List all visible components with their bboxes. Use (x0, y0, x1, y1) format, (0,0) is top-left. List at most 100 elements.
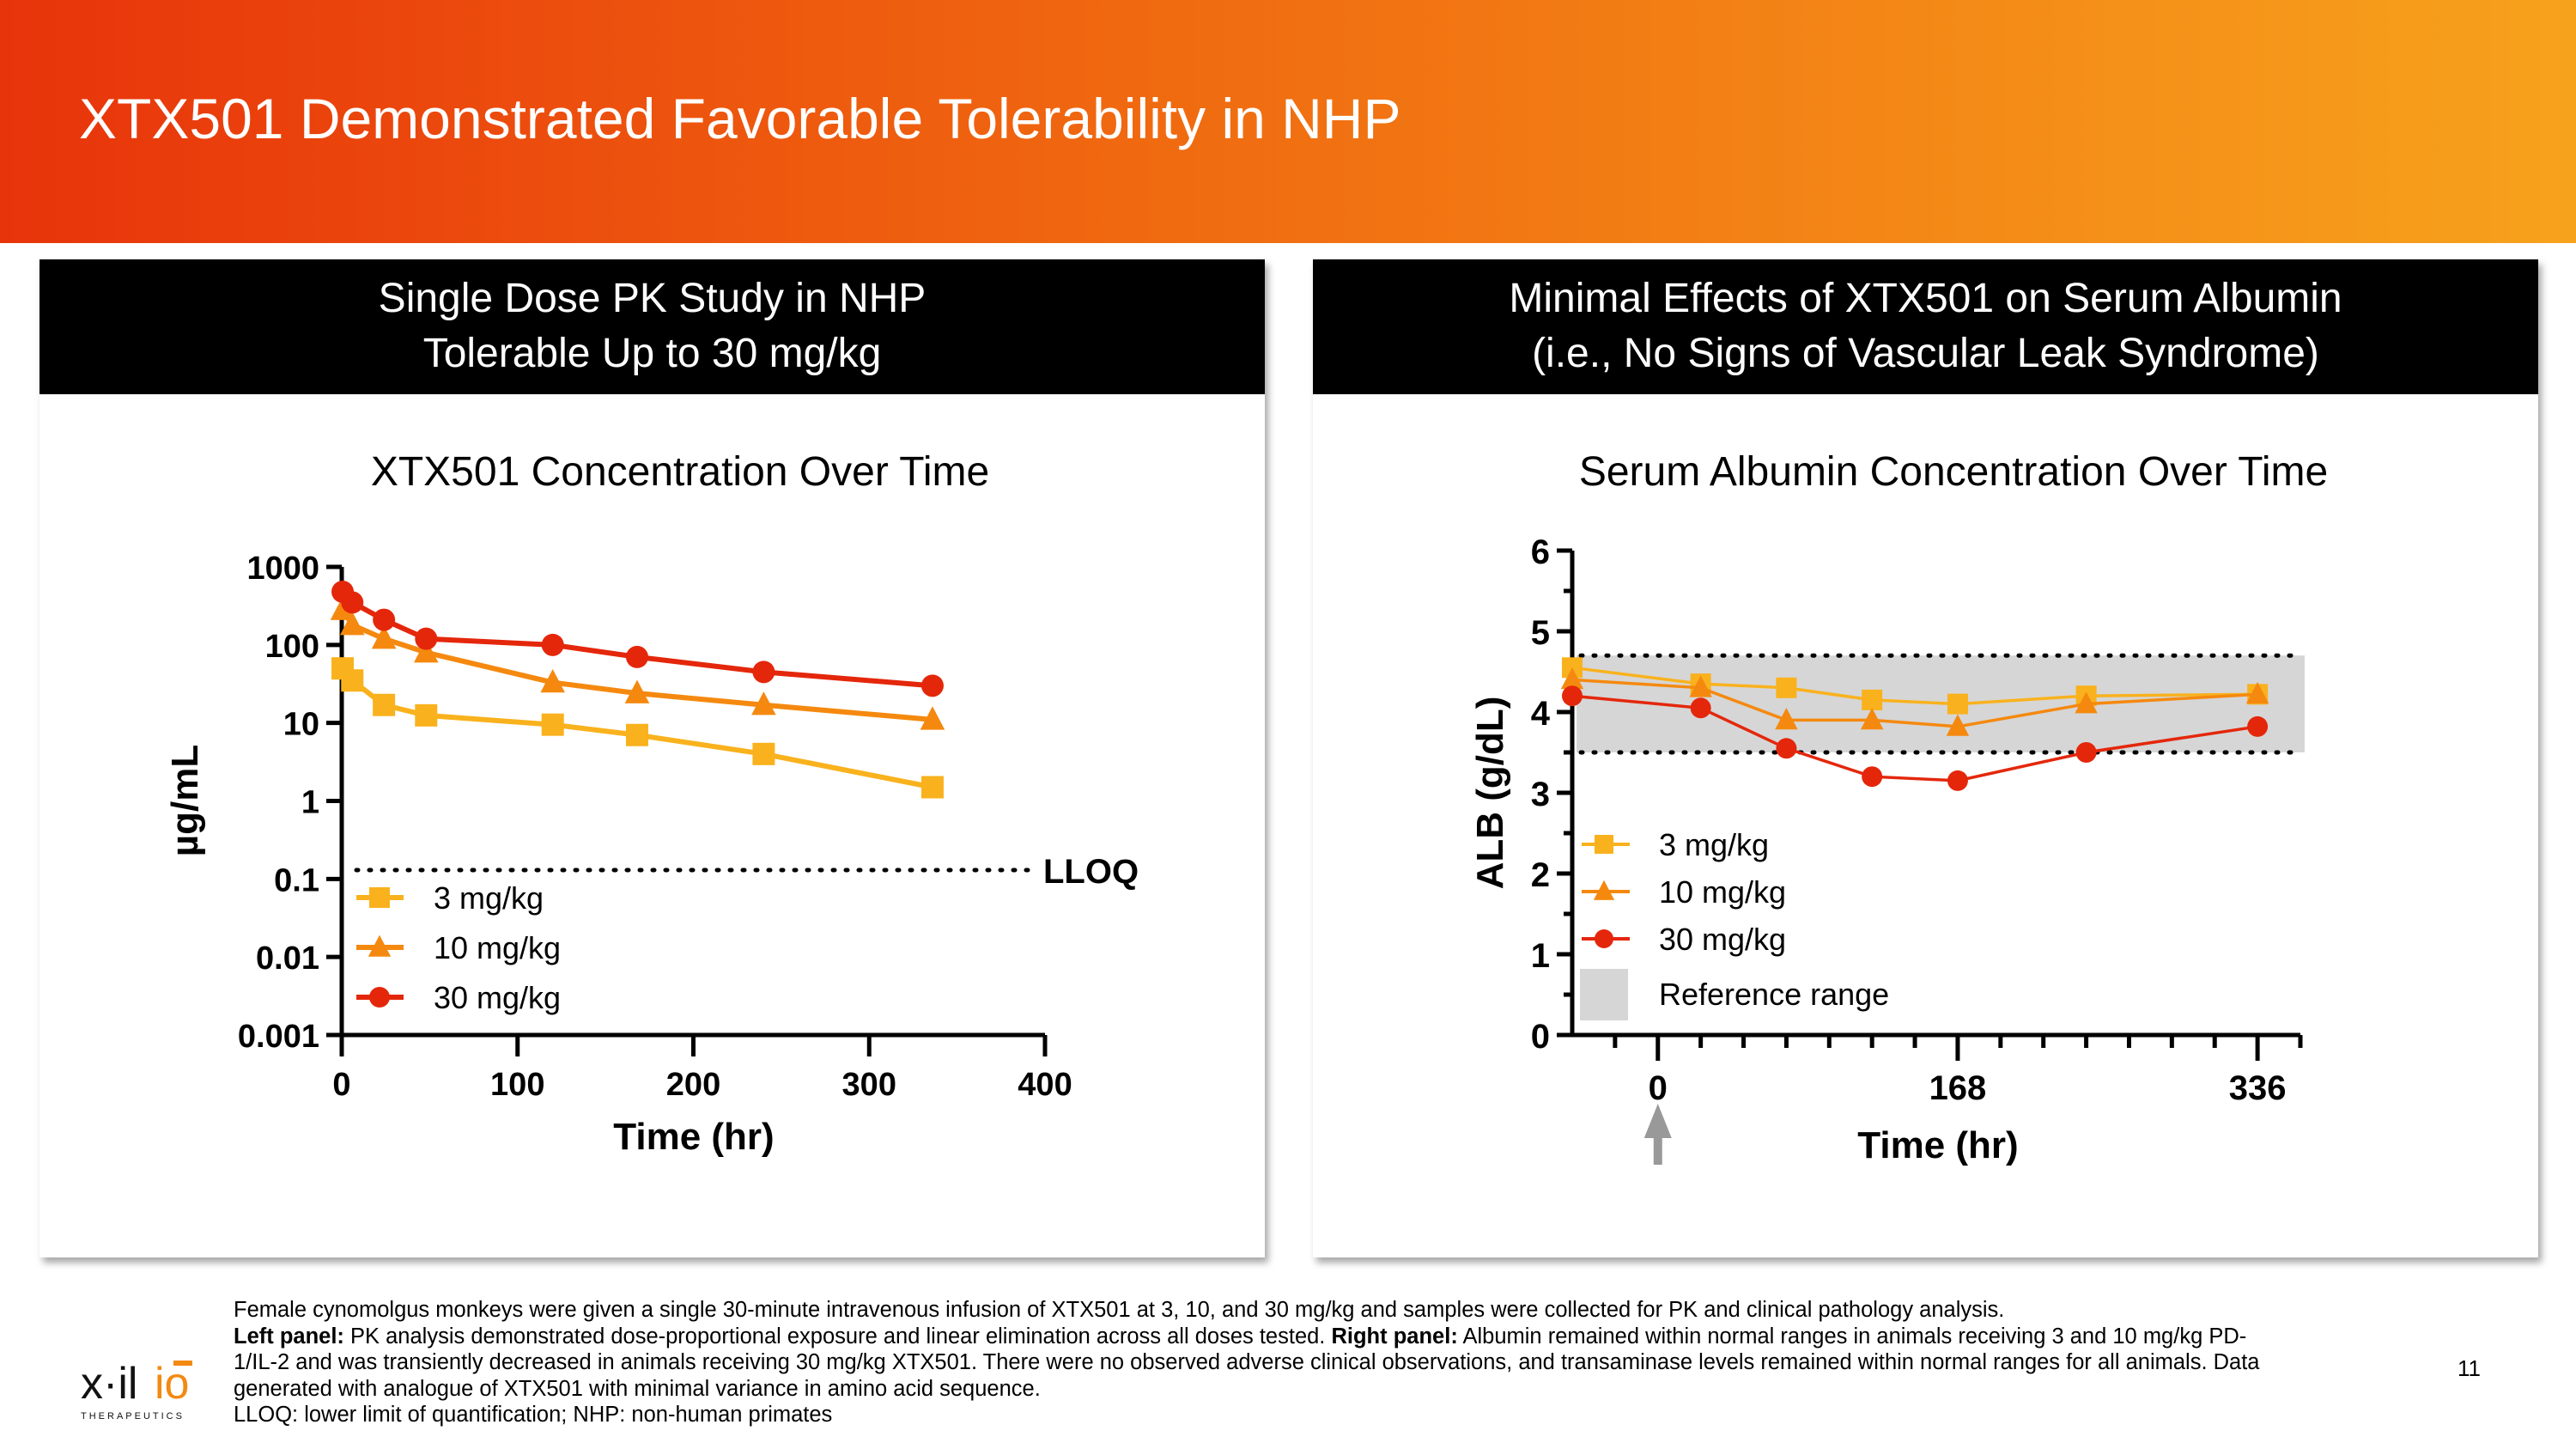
chart1-y-tick-label: 100 (265, 629, 319, 665)
left-panel-text: PK analysis demonstrated dose-proportion… (343, 1324, 1332, 1349)
chart1-data-point (541, 713, 564, 736)
dosing-arrow-shaft (1653, 1137, 1662, 1165)
chart1-data-point (624, 679, 650, 703)
left-header-line2: Tolerable Up to 30 mg/kg (422, 331, 882, 376)
right-panel-header: Minimal Effects of XTX501 on Serum Album… (1313, 259, 2538, 394)
chart2-data-point (1860, 708, 1884, 730)
reference-range-legend-swatch (1580, 969, 1628, 1020)
chart2-data-point (1775, 708, 1798, 730)
chart1-y-tick-label: 0.001 (238, 1019, 319, 1055)
chart1-y-label: µg/mL (164, 745, 206, 856)
chart2-data-point (1946, 714, 1970, 736)
chart1-x-tick-label: 300 (842, 1067, 896, 1103)
chart1-y-tick-label: 1000 (246, 551, 319, 587)
chart2-data-point (1947, 770, 1968, 791)
chart1-data-point (751, 691, 776, 715)
chart2-data-point (1776, 738, 1797, 759)
chart1-data-point (752, 742, 775, 765)
chart2-x-tick-label: 336 (2229, 1069, 2287, 1107)
chart2-y-tick-label: 4 (1531, 695, 1551, 733)
chart1-data-point (920, 776, 944, 799)
footnote: Female cynomolgus monkeys were given a s… (234, 1297, 2277, 1428)
chart2-y-tick-label: 0 (1531, 1018, 1550, 1056)
chart1-data-point (625, 723, 648, 746)
chart2-data-point (2075, 742, 2097, 763)
reference-range-legend-label: Reference range (1659, 977, 1889, 1012)
chart2-data-point (2245, 681, 2269, 704)
chart1-data-point (415, 627, 438, 650)
chart1-legend-marker (369, 887, 390, 908)
chart2-data-point (1862, 766, 1883, 788)
chart2-legend-label: 30 mg/kg (1659, 922, 1786, 957)
svg-text:x·il: x·il (81, 1359, 137, 1409)
chart1-y-tick-label: 0.01 (256, 941, 319, 977)
footnote-line1: Female cynomolgus monkeys were given a s… (234, 1298, 2005, 1322)
chart2-legend-marker (1595, 929, 1613, 948)
chart1-data-point (373, 608, 396, 631)
left-panel: Single Dose PK Study in NHP Tolerable Up… (39, 259, 1265, 1257)
chart2-y-label: ALB (g/dL) (1469, 697, 1511, 890)
chart2-data-point (2075, 691, 2098, 714)
chart2-x-tick-label: 0 (1649, 1069, 1668, 1107)
footnote-body: Left panel: PK analysis demonstrated dos… (234, 1324, 2277, 1403)
chart1-data-point (920, 706, 945, 730)
left-header-line1: Single Dose PK Study in NHP (378, 276, 927, 321)
lloq-label: LLOQ (1043, 853, 1139, 891)
chart1-data-point (413, 639, 439, 663)
slide-title: XTX501 Demonstrated Favorable Tolerabili… (79, 87, 1401, 150)
chart2-data-point (1776, 677, 1797, 698)
chart1-data-point (625, 645, 648, 668)
dosing-arrow-icon (1643, 1104, 1672, 1138)
chart2-legend-label: 3 mg/kg (1659, 827, 1769, 862)
title-banner: XTX501 Demonstrated Favorable Tolerabili… (0, 0, 2576, 243)
chart2-x-label: Time (hr) (1857, 1124, 2018, 1166)
chart2-title: Serum Albumin Concentration Over Time (1579, 449, 2328, 495)
chart2-y-tick-label: 2 (1531, 856, 1550, 894)
chart1-legend-label: 3 mg/kg (434, 880, 544, 916)
chart2-data-point (1689, 675, 1712, 697)
chart1-y-tick-label: 10 (283, 707, 319, 743)
chart1-x-label: Time (hr) (613, 1116, 774, 1158)
chart1-data-point (341, 669, 364, 692)
chart2-y-tick-label: 5 (1531, 614, 1550, 652)
page-number: 11 (2458, 1355, 2481, 1381)
xilio-logo: x·il io THERAPEUTICS (81, 1359, 192, 1422)
chart1-x-tick-label: 100 (490, 1067, 544, 1103)
chart1-title: XTX501 Concentration Over Time (371, 449, 989, 495)
chart2-data-point (1947, 693, 1968, 715)
chart1-data-point (541, 633, 564, 656)
chart2-data-point (1690, 697, 1711, 719)
chart2-data-point (2247, 715, 2269, 737)
chart1-data-point (371, 625, 397, 649)
chart1-data-point (920, 674, 944, 697)
right-header-line2: (i.e., No Signs of Vascular Leak Syndrom… (1532, 331, 2319, 376)
footnote-abbreviations: LLOQ: lower limit of quantification; NHP… (234, 1403, 833, 1427)
chart1-data-point (339, 612, 365, 636)
chart2-data-point (1562, 685, 1583, 707)
right-header-line1: Minimal Effects of XTX501 on Serum Album… (1509, 276, 2342, 321)
chart1-data-point (752, 661, 775, 684)
chart2-y-tick-label: 1 (1531, 937, 1550, 975)
chart1-x-tick-label: 200 (666, 1067, 720, 1103)
right-panel: Minimal Effects of XTX501 on Serum Album… (1313, 259, 2538, 1257)
chart1-data-point (330, 596, 355, 620)
chart2-data-point (1560, 667, 1584, 690)
chart1-data-point (373, 693, 396, 716)
chart2-data-point (1862, 689, 1883, 710)
left-panel-label: Left panel: (234, 1324, 344, 1349)
chart1-data-point (415, 703, 438, 727)
chart2-legend-marker (1595, 835, 1613, 854)
svg-text:THERAPEUTICS: THERAPEUTICS (81, 1411, 185, 1422)
chart1-legend-label: 30 mg/kg (434, 980, 561, 1015)
chart1-y-tick-label: 1 (301, 785, 319, 821)
chart2-y-tick-label: 3 (1531, 776, 1550, 813)
chart1-legend-marker (368, 935, 392, 957)
chart1-x-tick-label: 0 (332, 1067, 350, 1103)
right-panel-label: Right panel: (1331, 1324, 1458, 1349)
chart2-legend-label: 10 mg/kg (1659, 874, 1786, 910)
left-panel-header: Single Dose PK Study in NHP Tolerable Up… (39, 259, 1265, 394)
chart1-y-tick-label: 0.1 (274, 862, 319, 898)
chart1-legend-marker (369, 987, 390, 1008)
chart1-legend-label: 10 mg/kg (434, 930, 561, 965)
